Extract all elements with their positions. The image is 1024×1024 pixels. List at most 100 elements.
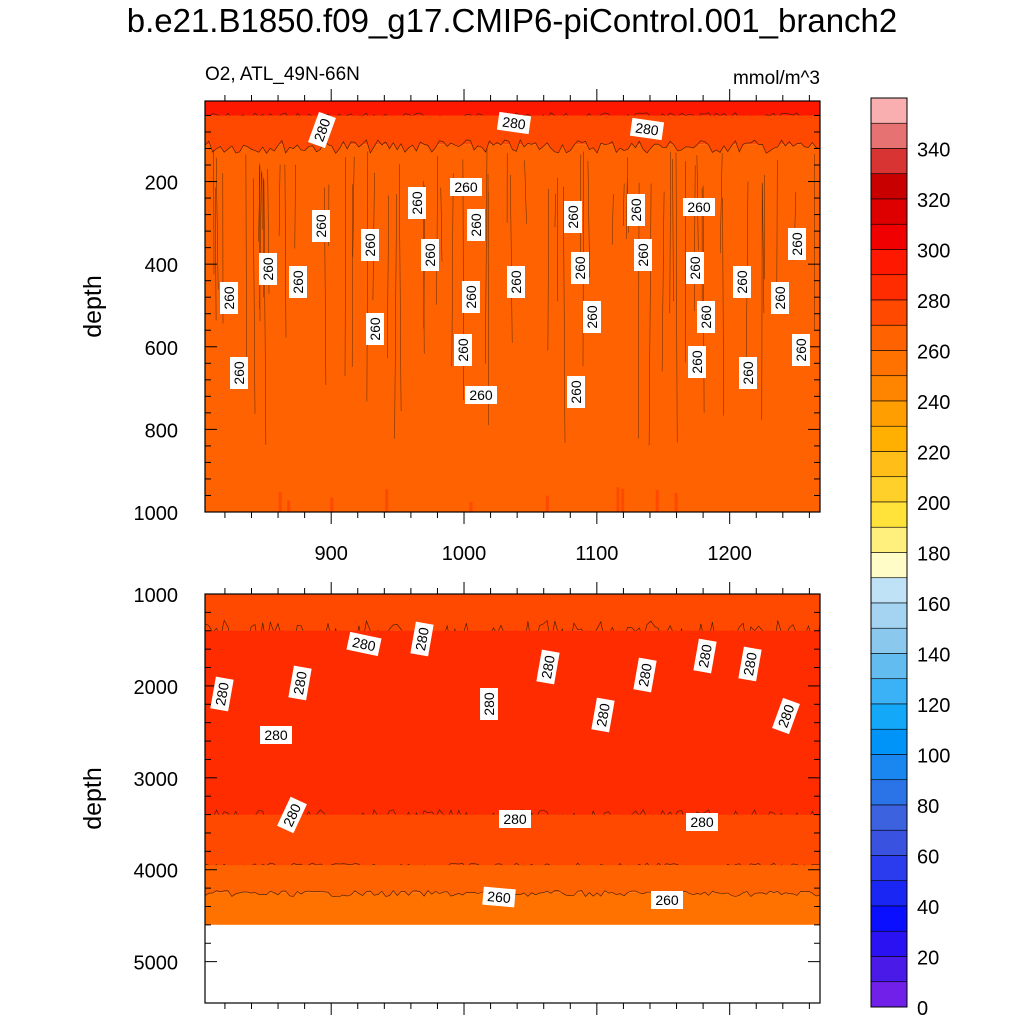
contour-label: 260 — [220, 282, 238, 314]
contour-label-text: 260 — [689, 350, 705, 374]
contour-label: 280 — [536, 649, 560, 685]
y-tick-label: 200 — [145, 173, 178, 195]
contour-line — [252, 178, 256, 414]
contour-label-bg — [366, 313, 384, 345]
contour-line — [294, 164, 296, 249]
contour-label: 260 — [739, 357, 757, 389]
contour-band — [674, 493, 678, 512]
y-tick-label: 800 — [145, 420, 178, 442]
contour-label-text: 280 — [503, 811, 527, 827]
contour-band — [545, 495, 549, 512]
colorbar-label: 100 — [917, 746, 950, 768]
colorbar-swatch — [870, 956, 908, 983]
contour-label-bg — [693, 638, 717, 674]
colorbar-swatch — [870, 299, 908, 326]
contour-line — [776, 159, 778, 292]
contour-label-bg — [564, 201, 582, 233]
contour-line — [719, 153, 723, 254]
colorbar-swatch — [870, 324, 908, 351]
contour-label: 260 — [564, 201, 582, 233]
contour-label-text: 280 — [290, 670, 310, 696]
contour-label-text: 260 — [793, 338, 809, 362]
contour-label-text: 260 — [221, 286, 237, 310]
contour-label-text: 260 — [290, 270, 306, 294]
contour-line — [245, 154, 247, 368]
colorbar-label: 80 — [917, 796, 939, 818]
contour-label-text: 260 — [568, 380, 584, 404]
x-tick-label: 900 — [315, 543, 348, 565]
contour-label-text: 260 — [455, 338, 471, 362]
contour-label-text: 260 — [734, 270, 750, 294]
colorbar-swatch — [870, 274, 908, 301]
colorbar-swatch — [870, 804, 908, 831]
colorbar-label: 0 — [917, 998, 928, 1020]
contour-label: 260 — [361, 229, 379, 261]
contour-label-bg — [421, 239, 439, 271]
contour-label-bg — [210, 676, 234, 712]
panel-upper-fill — [205, 101, 820, 512]
colorbar-swatch — [870, 97, 908, 124]
contour-band-edge — [205, 814, 820, 869]
contour-label: 260 — [683, 198, 715, 216]
contour-label-text: 280 — [635, 662, 655, 688]
contour-label-text: 260 — [463, 285, 479, 309]
contour-label-text: 280 — [412, 626, 432, 652]
contour-label: 280 — [686, 813, 718, 831]
contour-label: 280 — [693, 638, 717, 674]
contour-label-text: 280 — [538, 654, 558, 680]
colorbar-swatch — [870, 400, 908, 427]
contour-label: 260 — [462, 281, 480, 313]
colorbar-swatch — [870, 425, 908, 452]
contour-label: 280 — [308, 111, 336, 149]
y-tick-label: 600 — [145, 338, 178, 360]
contour-label: 260 — [686, 252, 704, 284]
contour-label-bg — [450, 178, 482, 196]
contour-label-text: 260 — [572, 256, 588, 280]
contour-label-bg — [220, 282, 238, 314]
contour-line — [436, 155, 438, 305]
contour-label-text: 280 — [593, 702, 613, 728]
contour-label: 260 — [312, 210, 330, 242]
contour-band — [287, 500, 291, 512]
colorbar-swatch — [870, 501, 908, 528]
contour-line — [524, 160, 527, 224]
contour-band-edge — [205, 630, 820, 824]
colorbar-label: 140 — [917, 645, 950, 667]
colorbar-swatch — [870, 627, 908, 654]
y-tick-label: 400 — [145, 255, 178, 277]
contour-label: 280 — [496, 111, 532, 135]
contour-label-bg — [627, 194, 645, 226]
contour-label-text: 280 — [774, 702, 797, 730]
y-tick-label: 1000 — [134, 503, 179, 525]
contour-line — [215, 187, 217, 321]
contour-label: 260 — [583, 301, 601, 333]
contour-line — [557, 177, 559, 302]
colorbar-swatch — [870, 577, 908, 604]
contour-label: 260 — [454, 334, 472, 366]
contour-label-bg — [230, 357, 248, 389]
contour-line — [669, 151, 671, 314]
contour-label-text: 280 — [695, 643, 715, 669]
contour-label: 260 — [230, 357, 248, 389]
contour-line — [672, 158, 674, 302]
contour-label-text: 260 — [628, 198, 644, 222]
colorbar-swatch — [870, 728, 908, 755]
contour-band — [469, 502, 473, 512]
contour-line — [352, 156, 355, 257]
contour-band-edge — [205, 865, 820, 897]
y-tick-label: 4000 — [134, 861, 179, 883]
contour-line — [648, 183, 652, 446]
contour-label-bg — [583, 301, 601, 333]
contour-label: 260 — [792, 334, 810, 366]
colorbar-swatch — [870, 905, 908, 932]
contour-label-text: 260 — [231, 361, 247, 385]
chart-title: b.e21.B1850.f09_g17.CMIP6-piControl.001_… — [126, 2, 898, 39]
contour-label-bg — [482, 886, 516, 908]
colorbar-label: 300 — [917, 241, 950, 263]
colorbar-swatch — [870, 375, 908, 402]
colorbar-swatch — [870, 148, 908, 175]
contour-line — [693, 165, 696, 312]
contour-label-text: 280 — [310, 116, 333, 144]
contour-label-text: 280 — [264, 727, 288, 743]
contour-line — [284, 164, 287, 338]
